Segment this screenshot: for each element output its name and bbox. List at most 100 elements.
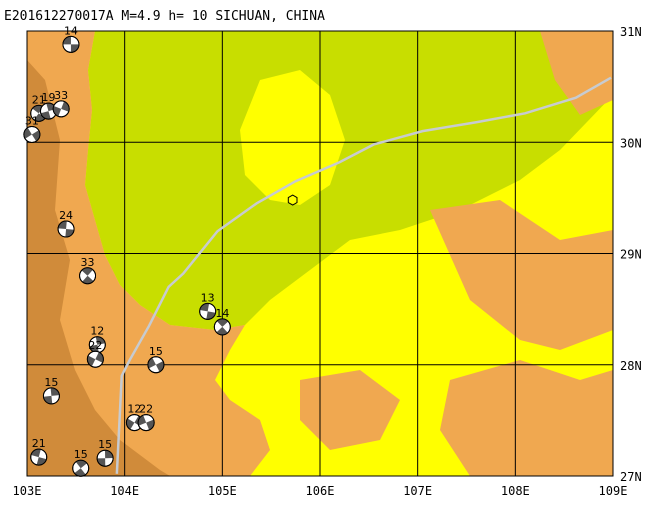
focal-mechanism[interactable]: 22 <box>137 403 155 432</box>
latitude-tick-label: 30N <box>620 136 642 150</box>
longitude-tick-label: 104E <box>110 484 139 498</box>
longitude-tick-label: 109E <box>599 484 628 498</box>
longitude-tick-label: 108E <box>501 484 530 498</box>
compression-quadrant <box>82 275 94 284</box>
hexagon-icon[interactable] <box>287 194 298 206</box>
compression-quadrant <box>97 458 106 467</box>
compression-quadrant <box>50 387 60 396</box>
latitude-tick-label: 31N <box>620 25 642 39</box>
focal-mechanism[interactable]: 14 <box>213 307 231 336</box>
focal-mechanism[interactable]: 24 <box>57 209 75 238</box>
compression-quadrant <box>65 229 75 238</box>
event-depth-label: 33 <box>81 256 95 269</box>
event-depth-label: 31 <box>25 114 39 127</box>
compression-quadrant <box>75 460 88 469</box>
compression-quadrant <box>216 318 229 327</box>
compression-quadrant <box>58 221 67 230</box>
focal-mechanism[interactable]: 21 <box>30 437 48 466</box>
focal-mechanism[interactable]: 14 <box>62 24 80 53</box>
beachball-outline <box>23 125 41 143</box>
beachball-outline <box>213 318 231 336</box>
beachball-outline <box>52 100 70 118</box>
latitude-tick-label: 28N <box>620 359 642 373</box>
event-depth-label: 15 <box>44 376 58 389</box>
event-depth-label: 15 <box>149 345 163 358</box>
compression-quadrant <box>126 418 135 430</box>
mountain-terrain <box>27 60 170 476</box>
lat-lon-grid <box>27 31 613 476</box>
compression-quadrant <box>33 113 46 122</box>
event-depth-label: 33 <box>54 89 68 102</box>
hill-terrain-east <box>440 360 613 476</box>
compression-quadrant <box>216 326 228 335</box>
focal-mechanism[interactable]: 13 <box>199 291 217 320</box>
beachball-outline <box>30 448 48 466</box>
focal-mechanism[interactable]: 33 <box>79 256 97 285</box>
event-depth-label: 13 <box>201 291 215 304</box>
compression-quadrant <box>43 395 53 404</box>
focal-mechanism[interactable]: 15 <box>96 438 114 467</box>
beachball-outline <box>86 350 104 368</box>
event-depth-label: 22 <box>88 339 102 352</box>
compression-quadrant <box>147 357 156 369</box>
hill-terrain-northeast <box>540 31 613 115</box>
longitude-tick-label: 103E <box>13 484 42 498</box>
beachball-outline <box>62 35 80 53</box>
compression-quadrant <box>206 311 216 320</box>
latitude-tick-label: 27N <box>620 470 642 484</box>
axis-labels: 103E 104E 105E 106E 107E 108E 109E 31N 30N 29N 28N… <box>13 25 642 498</box>
hill-terrain-east <box>430 200 613 350</box>
event-depth-label: 19 <box>41 91 55 104</box>
event-depth-label: 14 <box>64 24 78 37</box>
map-frame <box>26 30 614 477</box>
longitude-tick-label: 106E <box>306 484 335 498</box>
event-depth-label: 21 <box>32 93 46 106</box>
event-depth-label: 15 <box>98 438 112 451</box>
focal-mechanism[interactable]: 33 <box>52 89 70 118</box>
beachball-outline <box>137 414 155 432</box>
beachball-outline <box>72 459 90 477</box>
hill-terrain-south <box>300 370 400 450</box>
focal-mechanism[interactable]: 15 <box>72 448 90 477</box>
beachball-outline <box>199 302 217 320</box>
event-depth-label: 24 <box>59 209 73 222</box>
compression-quadrant <box>81 267 93 276</box>
focal-mechanism[interactable]: 12 <box>125 403 143 432</box>
event-depth-label: 22 <box>139 403 153 416</box>
focal-mechanism[interactable]: 31 <box>23 114 41 143</box>
compression-quadrant <box>62 36 71 45</box>
beachball-outline <box>79 267 97 285</box>
focal-mechanism[interactable]: 15 <box>42 376 60 405</box>
compression-quadrant <box>23 127 32 139</box>
compression-quadrant <box>155 361 164 372</box>
event-depth-label: 12 <box>90 325 104 338</box>
map-title: E201612270017A M=4.9 h= 10 SICHUAN, CHIN… <box>4 9 325 24</box>
compression-quadrant <box>199 303 210 312</box>
event-depth-label: 21 <box>32 437 46 450</box>
compression-quadrant <box>70 44 79 53</box>
event-depth-label: 15 <box>74 448 88 461</box>
compression-quadrant <box>32 105 44 114</box>
compression-quadrant <box>31 130 40 142</box>
latitude-tick-label: 29N <box>620 248 642 262</box>
compression-quadrant <box>104 450 114 459</box>
compression-quadrant <box>95 336 106 345</box>
beachball-outline <box>147 356 165 374</box>
beachball-outline <box>96 449 114 467</box>
compression-quadrant <box>74 468 86 477</box>
event-depth-label: 12 <box>127 403 141 416</box>
province-boundary-line <box>115 76 612 474</box>
compression-quadrant <box>89 344 99 353</box>
longitude-tick-label: 105E <box>208 484 237 498</box>
lowland-terrain <box>85 31 613 330</box>
focal-mechanism[interactable]: 15 <box>147 345 165 374</box>
beachball-outline <box>57 220 75 238</box>
epicenter-marker <box>287 194 298 206</box>
focal-mechanism[interactable]: 12 <box>88 325 106 354</box>
focal-mechanism[interactable]: 22 <box>86 339 104 368</box>
event-depth-label: 14 <box>215 307 229 320</box>
beachball-outline <box>42 387 60 405</box>
longitude-tick-label: 107E <box>403 484 432 498</box>
